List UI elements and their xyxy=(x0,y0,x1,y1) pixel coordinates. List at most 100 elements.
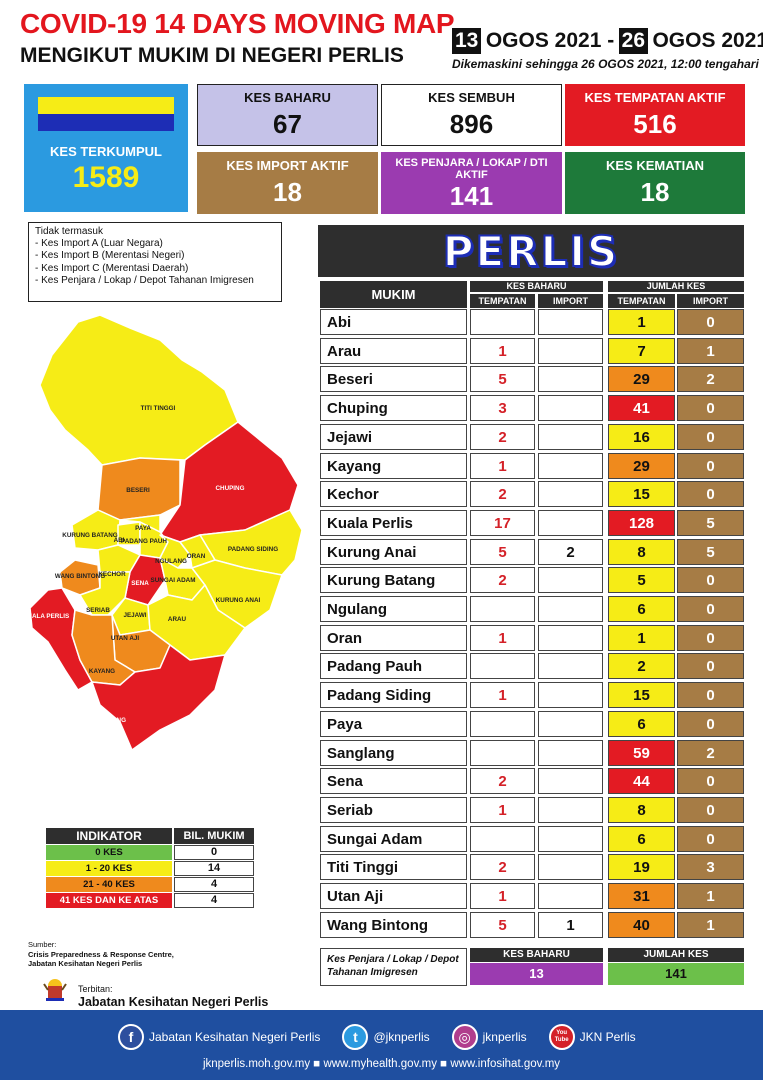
legend-row: 0 KES 0 xyxy=(46,845,254,860)
twitter-link[interactable]: @jknperlis xyxy=(373,1030,430,1044)
map-label: BESERI xyxy=(126,487,150,494)
baharu-import-cell: 1 xyxy=(538,912,603,938)
baharu-tempatan-cell: 1 xyxy=(470,338,535,364)
jumlah-import-cell: 0 xyxy=(677,453,744,479)
baharu-import-cell: 2 xyxy=(538,539,603,565)
facebook-icon[interactable]: f xyxy=(118,1024,144,1050)
baharu-import-cell xyxy=(538,510,603,536)
legend-count: 0 xyxy=(174,845,254,860)
note-line: - Kes Import B (Merentasi Negeri) xyxy=(35,250,185,262)
baharu-import-cell xyxy=(538,711,603,737)
perlis-mukim-map: TITI TINGGI BESERI CHUPING PAYA KURUNG B… xyxy=(23,314,303,751)
map-label: ARAU xyxy=(168,616,187,623)
baharu-import-cell xyxy=(538,424,603,450)
jumlah-tempatan-cell: 2 xyxy=(608,653,675,679)
jumlah-tempatan-cell: 6 xyxy=(608,711,675,737)
youtube-icon[interactable]: You Tube xyxy=(548,1024,575,1050)
jumlah-tempatan-cell: 19 xyxy=(608,854,675,880)
mukim-name: Kurung Batang xyxy=(320,567,467,593)
jumlah-tempatan-cell: 8 xyxy=(608,539,675,565)
baharu-tempatan-cell: 2 xyxy=(470,481,535,507)
baharu-tempatan-cell xyxy=(470,309,535,335)
stat-value: 141 xyxy=(449,181,494,211)
note-line: - Kes Import A (Luar Negara) xyxy=(35,238,163,250)
jumlah-import-cell: 0 xyxy=(677,653,744,679)
map-label: SERIAB xyxy=(86,607,110,614)
jumlah-tempatan-cell: 8 xyxy=(608,797,675,823)
legend-label: 41 KES DAN KE ATAS xyxy=(46,893,172,908)
date-start-day: 13 xyxy=(452,28,482,54)
jumlah-import-cell: 2 xyxy=(677,366,744,392)
mukim-name: Kayang xyxy=(320,453,467,479)
jumlah-tempatan-cell: 16 xyxy=(608,424,675,450)
map-label: WANG BINTONG xyxy=(55,573,105,580)
instagram-icon[interactable]: ◎ xyxy=(451,1024,478,1050)
legend-header-bil: BIL. MUKIM xyxy=(174,828,254,844)
legend-count: 4 xyxy=(174,893,254,908)
map-label: KURUNG BATANG xyxy=(62,532,117,539)
page-subtitle: MENGIKUT MUKIM DI NEGERI PERLIS xyxy=(20,44,404,67)
baharu-import-cell xyxy=(538,826,603,852)
baharu-tempatan-cell: 1 xyxy=(470,883,535,909)
mukim-name: Oran xyxy=(320,625,467,651)
baharu-import-cell xyxy=(538,653,603,679)
legend-count: 4 xyxy=(174,877,254,892)
mukim-name: Kuala Perlis xyxy=(320,510,467,536)
map-region-kurung-batang xyxy=(71,509,121,551)
website-links[interactable]: jknperlis.moh.gov.my ■ www.myhealth.gov.… xyxy=(202,1058,561,1070)
baharu-tempatan-cell: 3 xyxy=(470,395,535,421)
banner-text: PERLIS xyxy=(442,226,620,277)
baharu-tempatan-cell: 1 xyxy=(470,625,535,651)
map-label: ABI xyxy=(114,537,125,544)
jumlah-import-cell: 2 xyxy=(677,740,744,766)
jumlah-tempatan-cell: 40 xyxy=(608,912,675,938)
facebook-link[interactable]: Jabatan Kesihatan Negeri Perlis xyxy=(149,1030,321,1044)
mukim-name: Sena xyxy=(320,768,467,794)
legend-label: 0 KES xyxy=(46,845,172,860)
jumlah-import-cell: 0 xyxy=(677,826,744,852)
date-range: 13 OGOS 2021 - 26 OGOS 2021 xyxy=(452,28,763,54)
legend-row: 41 KES DAN KE ATAS 4 xyxy=(46,893,254,908)
jumlah-import-cell: 0 xyxy=(677,481,744,507)
source-line: Crisis Preparedness & Response Centre, xyxy=(28,949,174,959)
date-end-month: OGOS 2021 xyxy=(652,29,763,52)
jumlah-import-cell: 1 xyxy=(677,912,744,938)
stat-label: KES PENJARA / LOKAP / DTI AKTIF xyxy=(395,157,548,181)
jumlah-tempatan-cell: 15 xyxy=(608,481,675,507)
jumlah-import-cell: 0 xyxy=(677,309,744,335)
source-line: Jabatan Kesihatan Negeri Perlis xyxy=(28,959,143,968)
stat-label: KES KEMATIAN xyxy=(606,158,704,173)
baharu-import-cell xyxy=(538,625,603,651)
jumlah-tempatan-cell: 128 xyxy=(608,510,675,536)
date-end-day: 26 xyxy=(618,28,649,54)
map-label: NGULANG xyxy=(155,558,187,565)
jumlah-tempatan-cell: 59 xyxy=(608,740,675,766)
map-label: KURUNG ANAI xyxy=(216,597,261,604)
baharu-import-cell xyxy=(538,366,603,392)
map-label: SUNGAI ADAM xyxy=(151,577,196,584)
jumlah-tempatan-cell: 41 xyxy=(608,395,675,421)
baharu-tempatan-cell xyxy=(470,653,535,679)
youtube-link[interactable]: JKN Perlis xyxy=(579,1030,636,1044)
stat-value: 896 xyxy=(449,109,494,139)
penjara-baharu-header: KES BAHARU xyxy=(470,948,603,962)
map-region-sanglang xyxy=(91,644,226,751)
header-mukim: MUKIM xyxy=(320,281,467,308)
page-title: COVID-19 14 DAYS MOVING MAP xyxy=(20,8,455,39)
mukim-name: Seriab xyxy=(320,797,467,823)
penjara-label: Kes Penjara / Lokap / Depot Tahanan Imig… xyxy=(320,948,467,986)
stat-kes-kematian: KES KEMATIAN 18 xyxy=(565,152,745,214)
jumlah-import-cell: 5 xyxy=(677,539,744,565)
jumlah-import-cell: 0 xyxy=(677,395,744,421)
twitter-icon[interactable]: t xyxy=(342,1024,369,1050)
jumlah-import-cell: 3 xyxy=(677,854,744,880)
map-label: PAYA xyxy=(135,525,151,532)
instagram-link[interactable]: jknperlis xyxy=(482,1030,527,1044)
baharu-tempatan-cell: 5 xyxy=(470,912,535,938)
jumlah-import-cell: 0 xyxy=(677,768,744,794)
header-jumlah-kes: JUMLAH KES xyxy=(608,281,744,292)
map-label: SENA xyxy=(131,580,149,587)
penjara-baharu-value: 13 xyxy=(470,963,603,985)
footer: f Jabatan Kesihatan Negeri Perlis t @jkn… xyxy=(0,1010,763,1080)
map-label: CHUPING xyxy=(215,485,244,492)
